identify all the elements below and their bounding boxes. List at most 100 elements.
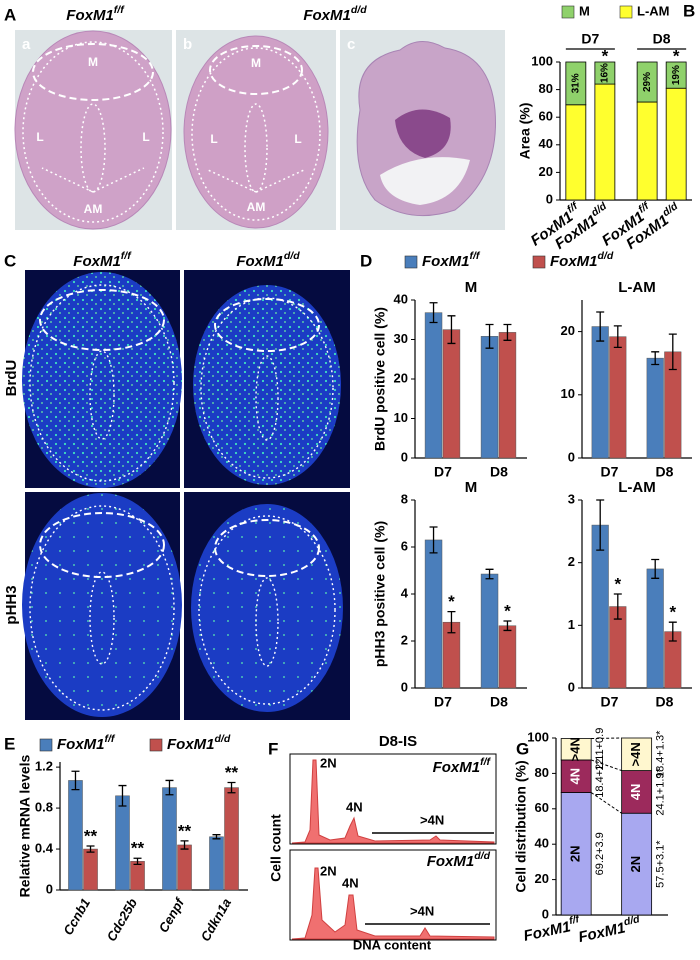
genotype-header: FoxM1d/d [236, 250, 300, 270]
error-bar [429, 526, 438, 554]
region-label: AM [84, 202, 103, 216]
y-tick-label: 80 [535, 765, 549, 780]
flow-histogram [289, 753, 497, 941]
legend-label: FoxM1d/d [550, 250, 614, 270]
bar [424, 312, 443, 459]
value-label: 19% [671, 65, 682, 85]
bar [424, 539, 443, 689]
y-tick-label: 6 [401, 538, 408, 553]
connector-line [591, 737, 622, 740]
error-bar [503, 323, 512, 341]
error-bar [71, 770, 80, 791]
panel-letter: C [4, 251, 16, 270]
x-tick-label: D8 [656, 694, 674, 710]
histology-image [176, 30, 336, 230]
error-bar [485, 568, 494, 580]
error-bar [613, 593, 622, 620]
genotype-header: FoxM1f/f [66, 4, 125, 24]
y-tick-label: 0 [401, 449, 408, 464]
histology-image [14, 30, 172, 230]
y-tick-label: 4 [401, 585, 409, 600]
bar-segment [621, 812, 653, 916]
y-tick-label: 2 [401, 632, 408, 647]
image-letter: c [347, 36, 355, 53]
y-tick-label: 60 [535, 800, 549, 815]
y-tick-label: 1 [568, 617, 575, 632]
genotype-label: FoxM1f/f [433, 756, 492, 776]
x-tick-label: FoxM1f/f [521, 913, 583, 945]
error-bar [180, 840, 189, 850]
histology-image [340, 30, 505, 230]
bar-segment [665, 61, 687, 89]
significance-mark: * [602, 46, 609, 65]
connector-line [590, 792, 622, 814]
error-bar [118, 784, 127, 807]
y-tick-label: 0 [401, 679, 408, 694]
bar [177, 844, 192, 891]
significance-mark: ** [178, 821, 192, 840]
genotype-header: FoxM1f/f [73, 250, 132, 270]
bar-segment [594, 61, 616, 85]
error-bar [133, 857, 142, 866]
region-label: M [88, 55, 98, 69]
legend-swatch [39, 738, 53, 752]
region-label: M [251, 56, 261, 70]
y-axis-label: pHH3 positive cell (%) [372, 521, 388, 667]
y-axis-label: BrdU positive cell (%) [372, 307, 388, 451]
y-tick-label: 0 [46, 881, 53, 896]
segment-label: >4N [628, 742, 643, 766]
x-tick-label: FoxM1d/d [576, 913, 643, 946]
bar-segment [636, 61, 658, 103]
bar-segment [565, 104, 587, 201]
bar [498, 625, 517, 689]
peak-label: >4N [410, 903, 434, 918]
region-label: L [294, 132, 301, 146]
x-tick-label: Ccnb1 [60, 896, 93, 938]
y-tick-label: 10 [561, 386, 575, 401]
significance-mark: * [673, 46, 680, 65]
x-tick-label: D7 [434, 464, 452, 480]
x-tick-label: D8 [490, 694, 508, 710]
y-tick-label: 3 [568, 491, 575, 506]
error-bar [485, 323, 494, 349]
error-bar [668, 333, 677, 371]
image-letter: b [183, 36, 192, 53]
bar-segment [565, 61, 587, 106]
error-bar [651, 558, 660, 579]
y-tick-label: 0.8 [35, 800, 53, 815]
error-bar [212, 834, 221, 840]
y-tick-label: 20 [539, 164, 553, 179]
value-label: 29% [642, 72, 653, 92]
segment-label: >4N [568, 737, 583, 761]
segment-label: 4N [628, 784, 643, 801]
y-tick-label: 100 [527, 729, 549, 744]
y-tick-label: 8 [401, 491, 408, 506]
region-label: L [142, 130, 149, 144]
bar-segment [594, 83, 616, 201]
error-bar [613, 325, 622, 349]
y-tick-label: 10 [394, 410, 408, 425]
legend-label: FoxM1d/d [167, 733, 231, 753]
error-bar [596, 499, 605, 551]
peak-label: 2N [320, 755, 337, 770]
error-bar [503, 620, 512, 632]
legend-swatch [404, 255, 418, 269]
y-tick-label: 40 [535, 836, 549, 851]
error-bar [165, 779, 174, 796]
x-tick-label: D7 [601, 694, 619, 710]
bar [480, 336, 499, 459]
y-tick-label: 1.2 [35, 759, 53, 774]
legend-label: L-AM [637, 3, 670, 18]
legend-swatch [561, 5, 575, 19]
peak-label: 4N [342, 875, 359, 890]
y-tick-label: 80 [539, 81, 553, 96]
x-tick-label: D7 [601, 464, 619, 480]
chart-title: M [465, 279, 478, 296]
panel-letter: E [4, 734, 15, 753]
panel-letter: A [4, 5, 16, 24]
fluorescence-image [22, 270, 350, 720]
chart-title: L-AM [618, 479, 656, 496]
bar [646, 568, 664, 689]
y-tick-label: 2 [568, 554, 575, 569]
